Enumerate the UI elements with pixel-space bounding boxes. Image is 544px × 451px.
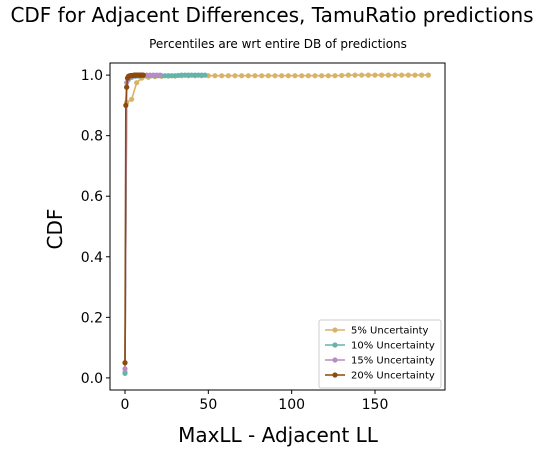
series-4-point: [123, 102, 129, 108]
y-axis-label: CDF: [43, 209, 67, 250]
y-tick-label: 0.4: [81, 250, 103, 266]
chart-title: CDF for Adjacent Differences, TamuRatio …: [10, 3, 533, 27]
series-1-point: [299, 73, 305, 79]
series-1-point: [134, 80, 140, 86]
series-1-point: [365, 72, 371, 78]
x-axis-label: MaxLL - Adjacent LL: [178, 423, 379, 447]
series-4-line: [124, 74, 144, 363]
series-2-point: [202, 72, 208, 78]
series-1-point: [325, 73, 331, 79]
series-1-point: [399, 72, 405, 78]
legend-swatch-marker: [332, 357, 338, 363]
series-1-point: [272, 73, 278, 79]
series-1-point: [285, 73, 291, 79]
legend-swatch-marker: [332, 327, 338, 333]
chart-subtitle: Percentiles are wrt entire DB of predict…: [149, 37, 407, 51]
y-tick-label: 1.0: [81, 68, 103, 84]
series-1-point: [425, 72, 431, 78]
series-1-point: [259, 73, 265, 79]
series-1-point: [279, 73, 285, 79]
legend-entry: 10% Uncertainty: [351, 341, 435, 352]
series-3-point: [122, 366, 128, 372]
x-tick-label: 50: [199, 397, 217, 413]
series-1-point: [312, 73, 318, 79]
legend-swatch-marker: [332, 372, 338, 378]
series-1-point: [232, 73, 238, 79]
series-1-point: [219, 73, 225, 79]
legend-box: [318, 319, 442, 389]
series-1-point: [239, 73, 245, 79]
series-1-point: [412, 72, 418, 78]
series-2-line: [124, 74, 205, 374]
series-3-line: [124, 74, 160, 369]
series-2: [122, 72, 208, 376]
series-1-point: [252, 73, 258, 79]
series-1-point: [379, 72, 385, 78]
y-tick-label: 0.0: [81, 371, 103, 387]
series-1-point: [305, 73, 311, 79]
x-tick-label: 100: [278, 397, 305, 413]
series-1-point: [385, 72, 391, 78]
legend-entry: 5% Uncertainty: [351, 326, 429, 337]
series-1-point: [332, 73, 338, 79]
legend-entry: 20% Uncertainty: [351, 371, 435, 382]
series-1-point: [405, 72, 411, 78]
y-tick-label: 0.8: [81, 129, 103, 145]
series-3-point: [157, 72, 163, 78]
series-1-point: [292, 73, 298, 79]
series-1-point: [345, 72, 351, 78]
series-1-point: [359, 72, 365, 78]
legend-swatch-marker: [332, 342, 338, 348]
series-3: [122, 72, 163, 372]
series-1-point: [372, 72, 378, 78]
y-tick-label: 0.6: [81, 189, 103, 205]
series-4-point: [122, 360, 128, 366]
series-1-point: [225, 73, 231, 79]
x-tick-label: 150: [362, 397, 389, 413]
series-1-point: [245, 73, 251, 79]
legend: 5% Uncertainty 10% Uncertainty 15% Uncerta…: [318, 319, 442, 389]
plot-area: 0 50 100 150 0.0 0.2 0.4 0.6 0.8 1.0: [81, 62, 446, 413]
series-4: [122, 72, 146, 366]
x-tick-label: 0: [121, 397, 130, 413]
series-1-point: [419, 72, 425, 78]
series-1-point: [129, 96, 135, 102]
series-1-point: [265, 73, 271, 79]
series-4-point: [140, 72, 146, 78]
legend-entry: 15% Uncertainty: [351, 356, 435, 367]
y-tick-label: 0.2: [81, 310, 103, 326]
series-1-point: [352, 72, 358, 78]
series-1-point: [339, 72, 345, 79]
series-1-point: [212, 73, 218, 79]
series-2-point: [122, 370, 128, 376]
series-1-point: [392, 72, 398, 78]
series-4-point: [124, 84, 130, 90]
plot-frame: [109, 62, 446, 391]
series-1-point: [319, 73, 325, 79]
